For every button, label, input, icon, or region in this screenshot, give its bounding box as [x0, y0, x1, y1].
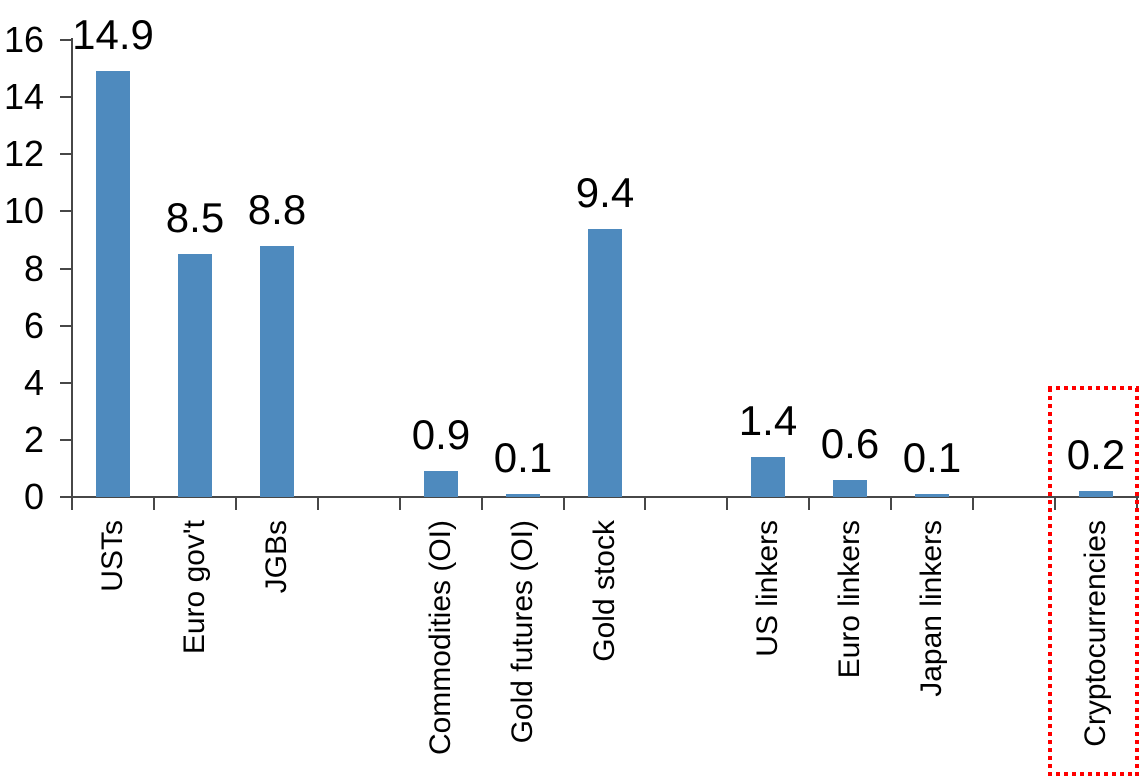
x-tick	[563, 497, 565, 510]
category-label: JGBs	[260, 520, 293, 594]
y-tick	[60, 268, 72, 270]
category-label: Gold stock	[588, 520, 621, 662]
y-tick-label: 6	[23, 305, 44, 346]
x-tick	[808, 497, 810, 510]
x-tick	[972, 497, 974, 510]
y-tick-label: 0	[23, 476, 44, 517]
category-label: Japan linkers	[915, 520, 948, 697]
y-tick-label: 8	[23, 248, 44, 289]
bar	[178, 254, 212, 497]
bar	[260, 246, 294, 497]
x-tick	[644, 497, 646, 510]
y-tick	[60, 210, 72, 212]
category-label: Euro gov't	[178, 520, 211, 655]
category-label: Commodities (OI)	[424, 520, 457, 756]
x-tick	[890, 497, 892, 510]
y-tick	[60, 153, 72, 155]
bar-value-label: 1.4	[738, 397, 798, 444]
category-label: US linkers	[751, 520, 784, 657]
bar-value-label: 8.8	[247, 186, 307, 233]
x-tick	[153, 497, 155, 510]
bar-value-label: 0.1	[902, 434, 962, 481]
bar-value-label: 0.6	[820, 420, 880, 467]
y-axis-line	[71, 38, 73, 497]
bar-value-label: 0.9	[411, 411, 471, 458]
category-label: USTs	[96, 520, 129, 592]
y-tick	[60, 325, 72, 327]
y-tick-label: 12	[3, 133, 44, 174]
x-tick	[399, 497, 401, 510]
x-axis-line	[71, 496, 1139, 498]
x-tick	[317, 497, 319, 510]
bar-value-label: 0.1	[493, 434, 553, 481]
bar	[751, 457, 785, 497]
bar	[833, 480, 867, 497]
y-tick	[60, 439, 72, 441]
x-tick	[71, 497, 73, 510]
bar	[915, 494, 949, 497]
y-tick-label: 4	[23, 362, 44, 403]
bar-value-label: 14.9	[72, 11, 154, 58]
y-tick	[60, 382, 72, 384]
category-label: Gold futures (OI)	[506, 520, 539, 744]
bar	[506, 494, 540, 497]
bar-value-label: 9.4	[575, 169, 635, 216]
y-tick-label: 16	[3, 19, 44, 60]
bar	[96, 71, 130, 497]
y-tick	[60, 39, 72, 41]
y-tick-label: 2	[23, 419, 44, 460]
highlight-box	[1048, 386, 1139, 776]
y-tick-label: 10	[3, 190, 44, 231]
category-label: Euro linkers	[833, 520, 866, 679]
y-tick	[60, 96, 72, 98]
bar	[424, 471, 458, 497]
bar	[588, 229, 622, 497]
x-tick	[481, 497, 483, 510]
y-tick-label: 14	[3, 76, 44, 117]
y-tick	[60, 496, 72, 498]
x-tick	[235, 497, 237, 510]
x-tick	[726, 497, 728, 510]
bar-value-label: 8.5	[165, 194, 225, 241]
